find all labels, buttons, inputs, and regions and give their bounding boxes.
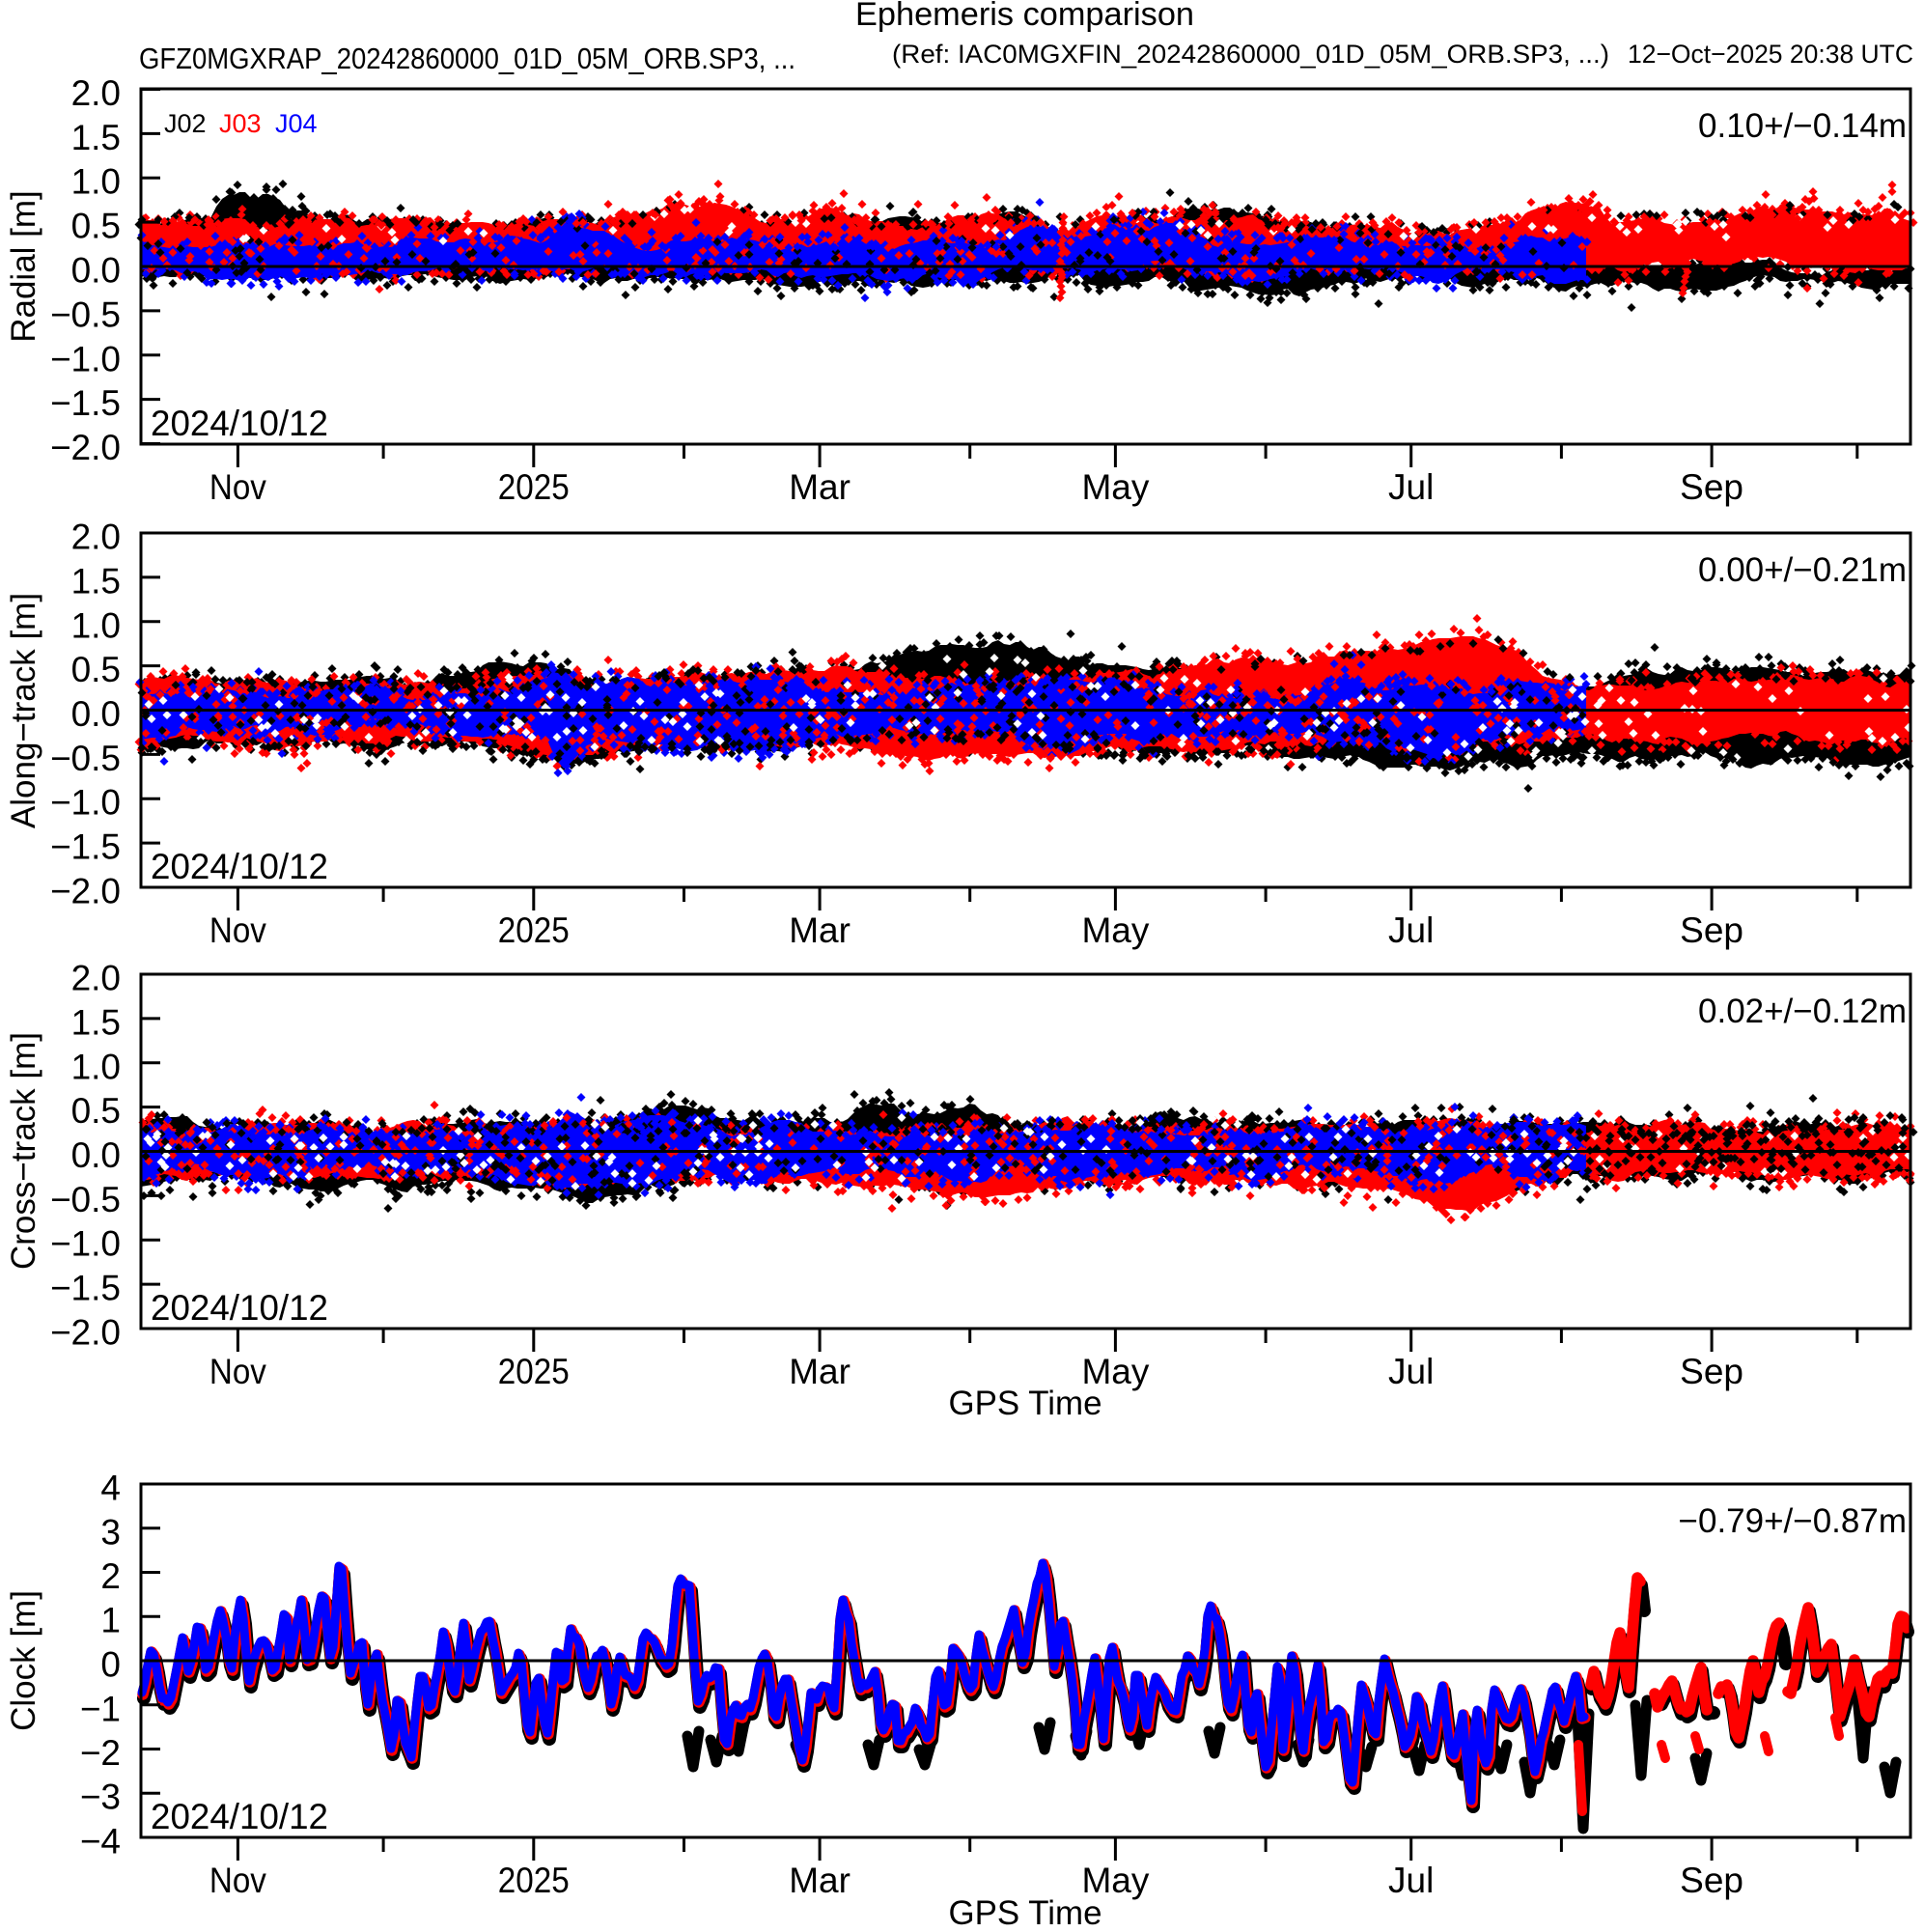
svg-text:−1.0: −1.0: [50, 1224, 121, 1264]
svg-text:1.0: 1.0: [71, 605, 121, 645]
svg-text:−2.0: −2.0: [50, 872, 121, 911]
svg-text:May: May: [1081, 467, 1149, 507]
svg-text:2025: 2025: [498, 910, 570, 950]
svg-text:J02: J02: [164, 109, 207, 138]
svg-text:2.0: 2.0: [71, 73, 121, 113]
svg-text:−1.5: −1.5: [50, 827, 121, 867]
svg-text:3: 3: [100, 1512, 121, 1552]
svg-text:(Ref: IAC0MGXFIN_20242860000_0: (Ref: IAC0MGXFIN_20242860000_01D_05M_ORB…: [892, 40, 1609, 69]
svg-text:−0.5: −0.5: [50, 1180, 121, 1219]
svg-text:2024/10/12: 2024/10/12: [151, 847, 328, 886]
svg-text:−2.0: −2.0: [50, 1313, 121, 1353]
svg-text:Nov: Nov: [209, 1861, 266, 1900]
svg-text:May: May: [1081, 1352, 1149, 1391]
svg-text:Nov: Nov: [209, 467, 266, 507]
svg-text:Along−track [m]: Along−track [m]: [5, 593, 42, 828]
svg-text:Sep: Sep: [1680, 1861, 1743, 1900]
svg-text:Jul: Jul: [1388, 467, 1434, 507]
svg-text:−1.5: −1.5: [50, 1269, 121, 1308]
svg-text:Ephemeris comparison: Ephemeris comparison: [855, 0, 1194, 33]
svg-text:0.0: 0.0: [71, 1135, 121, 1175]
svg-text:2.0: 2.0: [71, 518, 121, 557]
svg-text:Jul: Jul: [1388, 1861, 1434, 1900]
svg-text:0.5: 0.5: [71, 650, 121, 689]
svg-text:2025: 2025: [498, 1861, 570, 1900]
svg-text:May: May: [1081, 910, 1149, 950]
svg-text:Nov: Nov: [209, 910, 266, 950]
svg-text:0.5: 0.5: [71, 207, 121, 246]
svg-text:2025: 2025: [498, 467, 570, 507]
svg-text:Jul: Jul: [1388, 910, 1434, 950]
svg-text:−0.5: −0.5: [50, 739, 121, 778]
svg-text:−1.0: −1.0: [50, 339, 121, 378]
svg-text:Radial [m]: Radial [m]: [5, 190, 42, 343]
svg-text:2025: 2025: [498, 1352, 570, 1391]
svg-text:2024/10/12: 2024/10/12: [151, 404, 328, 443]
svg-text:0.10+/−0.14m: 0.10+/−0.14m: [1698, 107, 1907, 145]
svg-text:GPS Time: GPS Time: [949, 1894, 1102, 1932]
svg-text:Mar: Mar: [789, 467, 850, 507]
svg-text:Mar: Mar: [789, 1352, 850, 1391]
svg-text:1.5: 1.5: [71, 1002, 121, 1042]
svg-text:Sep: Sep: [1680, 467, 1743, 507]
svg-text:0.5: 0.5: [71, 1091, 121, 1131]
svg-text:−1: −1: [80, 1689, 121, 1728]
svg-text:−3: −3: [80, 1778, 121, 1817]
svg-text:May: May: [1081, 1861, 1149, 1900]
svg-text:Nov: Nov: [209, 1352, 266, 1391]
svg-text:GPS Time: GPS Time: [949, 1385, 1102, 1422]
svg-text:Sep: Sep: [1680, 1352, 1743, 1391]
svg-text:1.0: 1.0: [71, 162, 121, 202]
svg-text:0.0: 0.0: [71, 694, 121, 734]
svg-text:Jul: Jul: [1388, 1352, 1434, 1391]
svg-text:1.5: 1.5: [71, 561, 121, 601]
svg-text:Sep: Sep: [1680, 910, 1743, 950]
svg-text:0.02+/−0.12m: 0.02+/−0.12m: [1698, 993, 1907, 1030]
svg-text:2024/10/12: 2024/10/12: [151, 1288, 328, 1328]
svg-text:4: 4: [100, 1469, 121, 1508]
svg-text:12−Oct−2025 20:38 UTC: 12−Oct−2025 20:38 UTC: [1628, 40, 1913, 69]
svg-text:2: 2: [100, 1556, 121, 1596]
svg-text:0.00+/−0.21m: 0.00+/−0.21m: [1698, 551, 1907, 589]
svg-text:0: 0: [100, 1645, 121, 1685]
svg-text:Cross−track [m]: Cross−track [m]: [5, 1032, 42, 1270]
svg-text:2.0: 2.0: [71, 959, 121, 998]
svg-text:−2: −2: [80, 1733, 121, 1773]
svg-text:J03: J03: [219, 109, 262, 138]
svg-text:−0.5: −0.5: [50, 294, 121, 334]
svg-text:−4: −4: [80, 1822, 121, 1862]
svg-text:1.5: 1.5: [71, 118, 121, 157]
svg-text:J04: J04: [275, 109, 318, 138]
svg-text:Mar: Mar: [789, 1861, 850, 1900]
svg-text:−1.5: −1.5: [50, 383, 121, 423]
svg-text:1.0: 1.0: [71, 1047, 121, 1086]
svg-text:1: 1: [100, 1601, 121, 1640]
svg-text:−0.79+/−0.87m: −0.79+/−0.87m: [1679, 1502, 1907, 1540]
svg-text:−1.0: −1.0: [50, 783, 121, 823]
svg-text:2024/10/12: 2024/10/12: [151, 1797, 328, 1836]
svg-text:0.0: 0.0: [71, 251, 121, 291]
svg-text:Clock [m]: Clock [m]: [5, 1590, 42, 1731]
svg-text:Mar: Mar: [789, 910, 850, 950]
svg-text:GFZ0MGXRAP_20242860000_01D_05M: GFZ0MGXRAP_20242860000_01D_05M_ORB.SP3, …: [139, 42, 795, 75]
svg-text:−2.0: −2.0: [50, 428, 121, 467]
